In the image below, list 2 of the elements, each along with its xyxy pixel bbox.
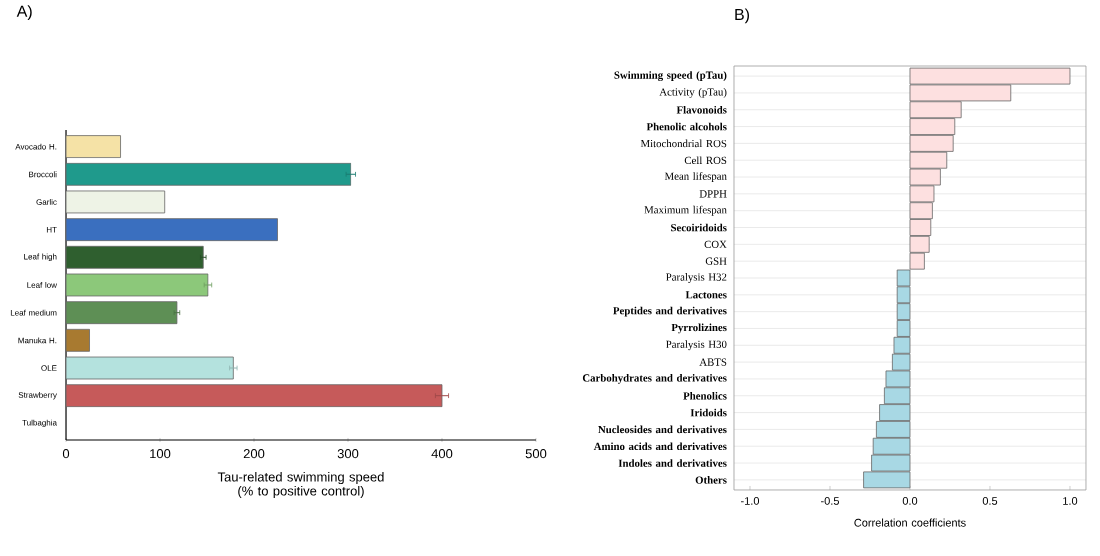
chart-title: A) — [16, 5, 32, 21]
chart-title: B) — [735, 8, 750, 24]
